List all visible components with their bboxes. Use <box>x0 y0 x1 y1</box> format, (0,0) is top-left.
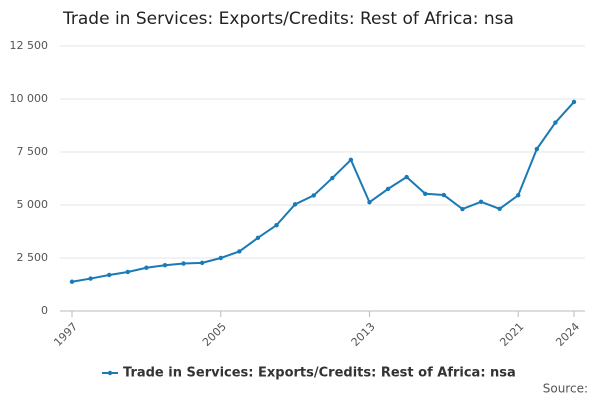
point <box>441 192 447 198</box>
point <box>460 206 465 212</box>
point <box>497 206 502 212</box>
y-tick-label: 2 500 <box>17 251 49 264</box>
point <box>571 99 577 105</box>
point <box>292 202 298 207</box>
point <box>162 263 168 268</box>
point <box>144 265 149 270</box>
x-tick-label: 2021 <box>497 320 526 349</box>
y-tick-label: 7 500 <box>17 145 49 158</box>
x-tick-label: 1997 <box>51 320 80 349</box>
chart-title: Trade in Services: Exports/Credits: Rest… <box>62 9 514 29</box>
x-tick-label: 2024 <box>553 320 582 349</box>
y-tick-label: 10 000 <box>10 92 49 105</box>
point <box>274 222 279 228</box>
series-line <box>71 101 575 283</box>
point <box>553 120 558 125</box>
legend-marker <box>107 370 113 376</box>
point <box>125 269 130 275</box>
source: Source: <box>543 382 588 396</box>
point <box>106 272 112 278</box>
y-tick-label: 5 000 <box>17 198 49 211</box>
point <box>367 200 372 205</box>
point <box>516 193 521 198</box>
point <box>237 249 242 254</box>
point <box>199 260 205 266</box>
point <box>218 255 223 261</box>
y-tick-label: 0 <box>41 304 48 317</box>
point <box>69 279 75 284</box>
point <box>478 199 484 205</box>
point <box>404 174 409 180</box>
point <box>423 191 428 196</box>
point <box>311 193 316 198</box>
point <box>181 261 186 266</box>
point <box>255 235 261 241</box>
point <box>534 146 540 152</box>
y-tick-label: 12 500 <box>10 39 49 52</box>
x-tick-label: 2013 <box>349 320 378 349</box>
point <box>348 157 354 163</box>
point <box>88 276 93 281</box>
point <box>385 186 391 192</box>
x-tick-label: 2005 <box>200 320 229 349</box>
legend-label: Trade in Services: Exports/Credits: Rest… <box>123 366 516 381</box>
point <box>330 175 335 181</box>
